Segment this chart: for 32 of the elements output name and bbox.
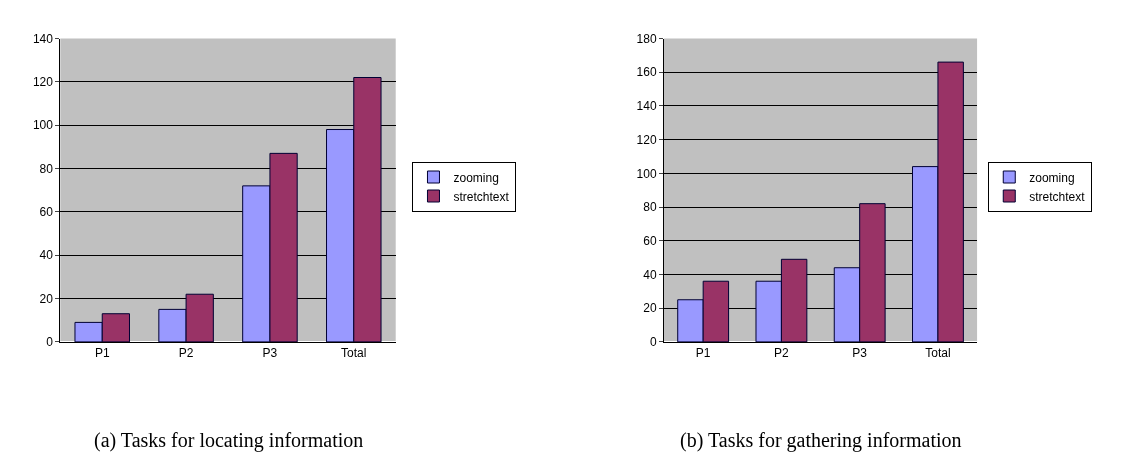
legend-label: stretchtext [453,189,510,204]
y-tick-label: 80 [39,161,54,176]
x-tick-label: P3 [262,346,278,361]
legend-label: zooming [1029,170,1075,185]
y-tick-label: 100 [32,118,54,133]
text: (b) Tasks for gathering information [680,429,962,452]
y-tick-label: 160 [636,65,657,80]
y-tick-label: 40 [643,267,657,282]
x-tick-label: Total [341,346,367,361]
y-tick-label: 120 [636,132,657,147]
y-tick-label: 60 [643,233,657,248]
x-tick-label: P2 [774,346,790,361]
y-tick-label: 140 [32,31,54,46]
y-tick-label: 80 [643,200,657,215]
y-tick-label: 40 [39,248,54,263]
y-tick-label: 0 [46,335,54,350]
y-tick-label: 180 [636,31,657,46]
y-tick-label: 120 [32,75,54,90]
x-tick-label: Total [925,346,951,361]
x-tick-label: P2 [178,346,194,361]
y-tick-label: 100 [636,166,657,181]
x-tick-label: P1 [94,346,110,361]
legend-label: zooming [453,170,499,185]
x-tick-label: P3 [852,346,868,361]
y-tick-label: 140 [636,99,657,114]
legend-label: stretchtext [1029,189,1086,204]
y-tick-label: 60 [39,205,54,220]
y-tick-label: 0 [649,335,657,350]
y-tick-label: 20 [39,291,54,306]
text: (a) Tasks for locating information [94,429,364,452]
y-tick-label: 20 [643,301,657,316]
x-tick-label: P1 [695,346,711,361]
